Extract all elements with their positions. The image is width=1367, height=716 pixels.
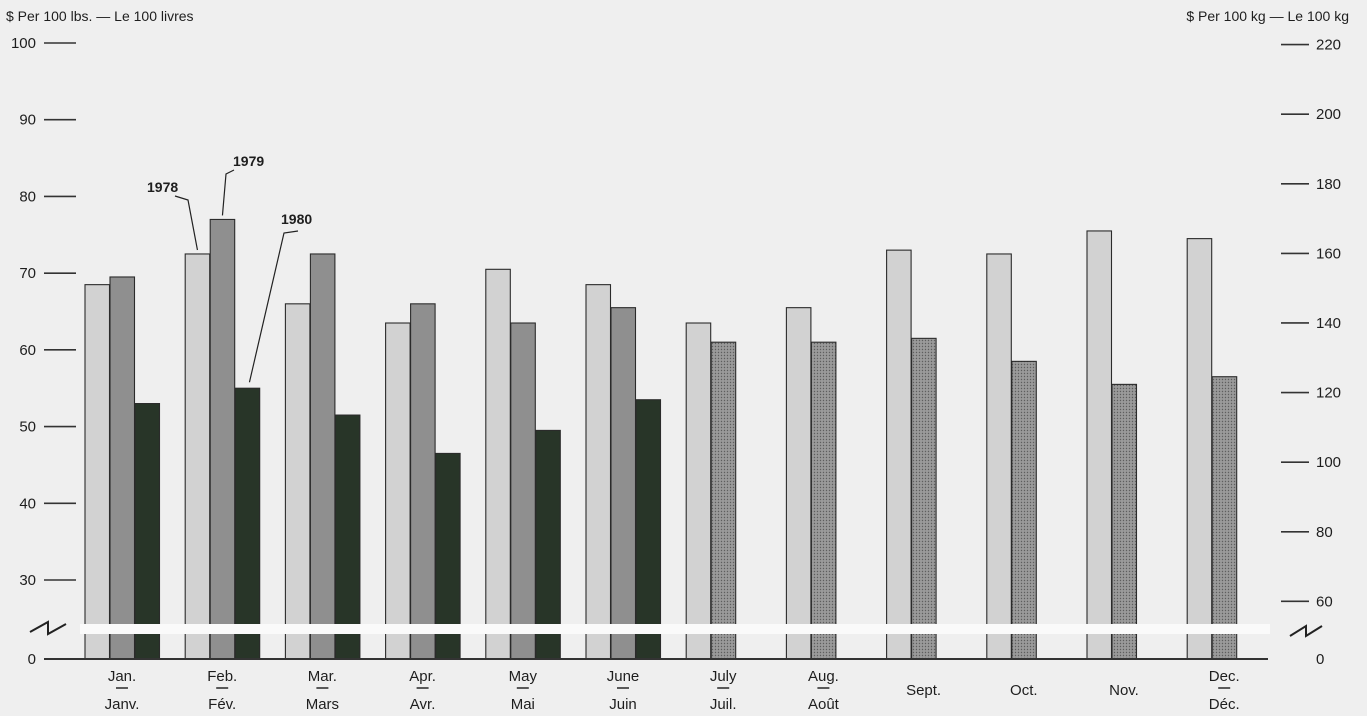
left-tick-label-0: 0 bbox=[28, 651, 36, 668]
month-label-fr-1: Janv. bbox=[105, 696, 140, 713]
annotation-1978-pointer bbox=[174, 195, 199, 251]
bar-1979-8 bbox=[810, 341, 837, 660]
right-axis-break-mark bbox=[1289, 624, 1323, 638]
month-label-fr-6: Juin bbox=[609, 696, 637, 713]
month-label-fr-8: Août bbox=[808, 696, 840, 713]
bar-1979-5 bbox=[510, 322, 536, 660]
bar-1979-10 bbox=[1011, 360, 1037, 660]
bar-1979-4 bbox=[410, 303, 436, 660]
annotation-1979: 1979 bbox=[233, 153, 264, 169]
year-annotations: 1978 1979 1980 bbox=[147, 153, 312, 383]
bar-1978-6 bbox=[585, 284, 612, 660]
month-label-en-4: Apr. bbox=[409, 668, 436, 685]
month-label-10: Oct. bbox=[1010, 682, 1038, 699]
right-tick-label-220: 220 bbox=[1316, 37, 1341, 54]
bar-1980-6 bbox=[635, 399, 662, 660]
bar-1978-9 bbox=[886, 249, 912, 660]
bar-1979-7 bbox=[710, 341, 737, 660]
bar-1978-1 bbox=[84, 284, 111, 660]
annotation-1980: 1980 bbox=[281, 211, 312, 227]
bar-1978-11 bbox=[1086, 230, 1113, 660]
right-tick-label-120: 120 bbox=[1316, 385, 1341, 402]
bar-1979-6 bbox=[610, 307, 637, 660]
left-tick-label-70: 70 bbox=[19, 265, 36, 282]
bar-1978-7 bbox=[685, 322, 712, 660]
left-tick-label-30: 30 bbox=[19, 572, 36, 589]
month-label-en-3: Mar. bbox=[308, 668, 337, 685]
bar-1978-2 bbox=[184, 253, 211, 660]
right-axis: 0 60 80 100 120 140 160 180 200 220 bbox=[1281, 37, 1341, 668]
month-label-fr-4: Avr. bbox=[410, 696, 436, 713]
left-tick-label-50: 50 bbox=[19, 419, 36, 436]
bar-1978-8 bbox=[785, 307, 812, 660]
month-label-fr-2: Fév. bbox=[208, 696, 236, 713]
bar-1979-2 bbox=[209, 218, 236, 660]
bar-1979-12 bbox=[1211, 376, 1238, 660]
annotation-1979-pointer bbox=[221, 169, 235, 216]
month-label-en-5: May bbox=[509, 668, 538, 685]
bar-1978-4 bbox=[385, 322, 411, 660]
right-axis-unit-label: $ Per 100 kg — Le 100 kg bbox=[1186, 8, 1349, 24]
month-label-fr-3: Mars bbox=[306, 696, 339, 713]
month-label-en-7: July bbox=[710, 668, 737, 685]
annotation-1980-pointer bbox=[248, 230, 299, 383]
left-tick-label-60: 60 bbox=[19, 342, 36, 359]
bar-1978-3 bbox=[284, 303, 311, 660]
left-tick-label-40: 40 bbox=[19, 495, 36, 512]
bar-1980-5 bbox=[535, 429, 561, 660]
left-axis-unit-label: $ Per 100 lbs. — Le 100 livres bbox=[6, 8, 194, 24]
bar-1979-11 bbox=[1111, 383, 1138, 660]
month-label-en-6: June bbox=[607, 668, 640, 685]
right-tick-label-100: 100 bbox=[1316, 454, 1341, 471]
left-tick-label-90: 90 bbox=[19, 112, 36, 129]
axis-break-band bbox=[80, 624, 1270, 634]
bar-1978-10 bbox=[986, 253, 1012, 660]
month-label-9: Sept. bbox=[906, 682, 941, 699]
bar-1979-3 bbox=[309, 253, 336, 660]
month-label-en-1: Jan. bbox=[108, 668, 136, 685]
month-label-11: Nov. bbox=[1109, 682, 1139, 699]
bar-1980-3 bbox=[334, 414, 361, 660]
month-labels: Jan. Janv. Feb. Fév. Mar. Mars Apr. Avr. May Mai J… bbox=[105, 668, 1240, 713]
month-label-fr-5: Mai bbox=[511, 696, 535, 713]
bar-1980-2 bbox=[234, 387, 261, 660]
annotation-1978: 1978 bbox=[147, 179, 178, 195]
month-label-en-2: Feb. bbox=[207, 668, 237, 685]
month-label-fr-7: Juil. bbox=[710, 696, 737, 713]
bar-1978-12 bbox=[1186, 238, 1213, 660]
month-label-en-12: Dec. bbox=[1209, 668, 1240, 685]
left-tick-label-100: 100 bbox=[11, 35, 36, 52]
bar-1978-5 bbox=[485, 268, 511, 660]
right-tick-label-160: 160 bbox=[1316, 245, 1341, 262]
bars bbox=[84, 218, 1238, 660]
left-axis-break-mark bbox=[29, 620, 67, 636]
right-tick-label-140: 140 bbox=[1316, 315, 1341, 332]
right-tick-label-60: 60 bbox=[1316, 593, 1333, 610]
bar-1979-1 bbox=[109, 276, 136, 660]
right-tick-label-200: 200 bbox=[1316, 106, 1341, 123]
right-tick-label-180: 180 bbox=[1316, 176, 1341, 193]
right-tick-label-80: 80 bbox=[1316, 524, 1333, 541]
bar-1979-9 bbox=[911, 337, 937, 660]
right-tick-label-0: 0 bbox=[1316, 651, 1324, 668]
break-band bbox=[80, 624, 1270, 634]
month-label-en-8: Aug. bbox=[808, 668, 839, 685]
left-axis: 0 30 40 50 60 70 80 90 100 bbox=[11, 35, 76, 668]
month-label-fr-12: Déc. bbox=[1209, 696, 1240, 713]
bar-1980-1 bbox=[134, 403, 161, 660]
left-tick-label-80: 80 bbox=[19, 188, 36, 205]
